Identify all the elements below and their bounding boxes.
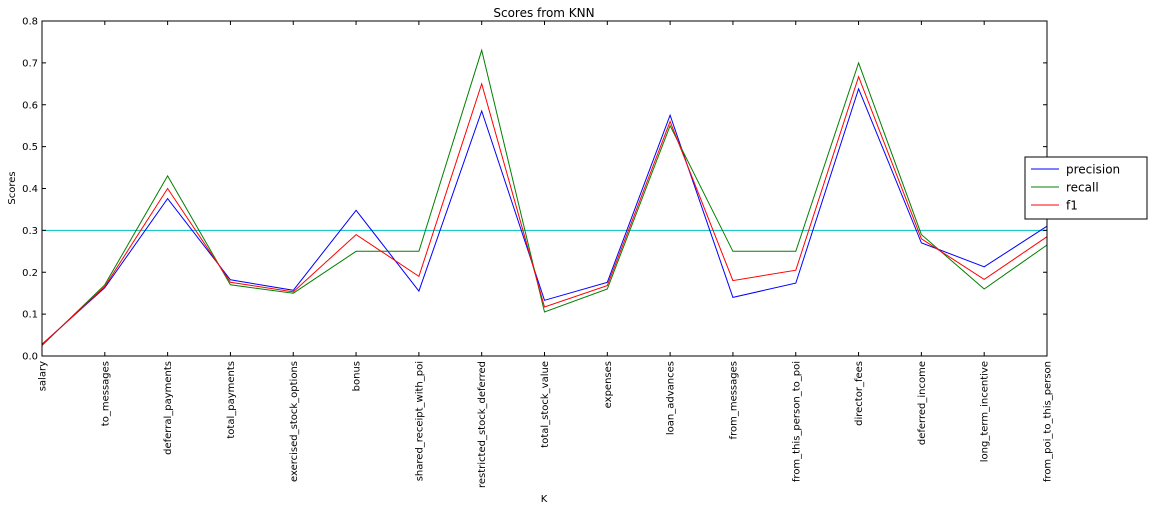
series-line-f1 [41,75,1048,346]
x-tick-label: deferred_income [917,361,928,445]
x-tick-label: to_messages [100,361,111,426]
x-tick-label: salary [38,361,49,391]
y-tick-label: 0.2 [22,268,38,279]
axes: 0.0 0.1 0.2 0.3 0.4 0.5 0.6 0.7 0.8 salary to_mess… [22,17,1053,489]
x-tick-label: exercised_stock_options [289,361,300,482]
x-tick-label: loan_advances [666,361,677,435]
plot-area [41,48,1048,346]
y-tick-label: 0.6 [22,100,38,111]
x-tick-label: from_poi_to_this_person [1043,361,1054,482]
x-tick-label: total_payments [226,361,237,439]
x-tick-label: from_messages [728,361,739,439]
y-tick-label: 0.1 [22,310,38,321]
x-tick-label: long_term_incentive [980,361,991,462]
legend-label-recall: recall [1066,181,1099,195]
chart-title: Scores from KNN [493,6,594,20]
y-tick-label: 0.3 [22,226,38,237]
x-tick-label: expenses [603,361,614,408]
x-tick-label: restricted_stock_deferred [477,361,488,488]
x-tick-label: total_stock_value [540,361,551,448]
y-tick-label: 0.0 [22,352,38,363]
legend-label-f1: f1 [1066,199,1078,213]
series-line-precision [41,87,1048,345]
y-tick-label: 0.8 [22,17,38,28]
y-tick-label: 0.5 [22,142,38,153]
y-tick-label: 0.7 [22,58,38,69]
y-tick-label: 0.4 [22,184,38,195]
x-tick-label: bonus [352,361,363,391]
y-axis-title: Scores [7,171,18,204]
x-tick-label: shared_receipt_with_poi [414,361,425,481]
x-axis-title: K [541,494,548,505]
x-tick-label: director_fees [854,361,865,426]
legend-label-precision: precision [1066,163,1120,177]
x-tick-label: deferral_payments [163,361,174,455]
series-line-recall [41,48,1048,346]
legend-box [1024,156,1148,220]
x-tick-label: from_this_person_to_poi [791,361,802,482]
legend: precision recall f1 [1024,156,1148,220]
